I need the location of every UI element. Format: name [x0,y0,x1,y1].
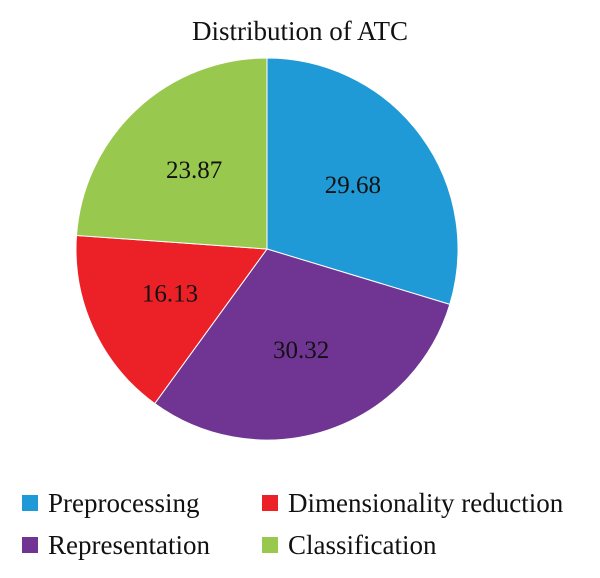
pie-value-labels: 29.68 30.32 16.13 23.87 [142,157,381,364]
chart-title: Distribution of ATC [191,16,408,46]
pie-value-label-representation: 30.32 [273,337,329,364]
pie-slice-representation [154,248,451,441]
pie-slice-dimensionality-reduction [75,234,268,405]
pie-slices [75,57,459,441]
pie-value-label-dimensionality-reduction: 16.13 [142,281,198,308]
pie-slice-preprocessing [266,57,459,305]
pie-slice-classification [75,57,268,250]
pie-value-label-preprocessing: 29.68 [325,172,381,199]
pie-value-label-classification: 23.87 [166,157,222,184]
